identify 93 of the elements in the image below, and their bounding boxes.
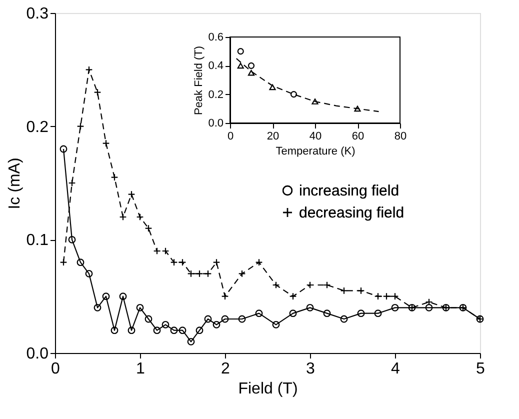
point: [354, 106, 361, 112]
point: [68, 179, 76, 187]
point: [238, 270, 246, 278]
point: [221, 292, 229, 300]
x-axis-title: Temperature (K): [276, 146, 356, 158]
point: [60, 258, 68, 266]
point: [136, 304, 144, 312]
point: [144, 224, 152, 232]
point: [425, 304, 433, 312]
x-tick-label: 60: [352, 130, 364, 142]
legend-label: decreasing field: [299, 204, 404, 222]
point: [248, 70, 255, 76]
y-tick-label: 0.6: [208, 32, 224, 44]
point: [110, 326, 118, 334]
point: [76, 122, 84, 130]
point: [312, 98, 318, 104]
x-tick-label: 2: [221, 360, 230, 378]
point: [272, 320, 280, 328]
point: [290, 91, 298, 98]
y-tick-label: 0.1: [26, 232, 49, 250]
y-tick-label: 0.2: [208, 88, 224, 101]
point: [391, 304, 399, 312]
point: [110, 174, 118, 182]
point: [204, 270, 212, 278]
point: [119, 292, 127, 300]
point: [85, 270, 93, 278]
point: [237, 62, 244, 69]
point: [357, 286, 365, 294]
point: [306, 304, 314, 312]
point: [269, 84, 276, 90]
x-tick-label: 1: [136, 360, 146, 378]
y-tick-label: 0.3: [26, 6, 49, 22]
point: [187, 270, 195, 278]
point: [212, 320, 220, 328]
point: [238, 315, 246, 323]
point: [187, 338, 195, 346]
point: [68, 236, 76, 244]
point: [94, 88, 102, 96]
point: [289, 292, 297, 300]
x-tick-label: 4: [391, 360, 400, 378]
point: [94, 304, 102, 312]
line-series: [236, 58, 380, 112]
x-tick-label: 0: [227, 130, 234, 142]
y-tick-label: 0.0: [208, 118, 224, 130]
x-tick-label: 80: [394, 130, 407, 142]
point: [374, 310, 382, 318]
point: [178, 258, 186, 266]
y-axis-title: Peak Field (T): [193, 46, 206, 116]
y-tick-label: 0.0: [26, 346, 49, 362]
point: [204, 315, 212, 323]
point: [391, 292, 399, 300]
x-tick-label: 5: [476, 360, 486, 378]
point: [85, 66, 93, 74]
point: [323, 281, 331, 289]
point: [144, 315, 152, 323]
point: [221, 315, 229, 323]
point: [178, 326, 186, 334]
point: [196, 326, 204, 334]
point: [357, 310, 365, 318]
y-tick-label: 0.2: [26, 118, 49, 136]
point: [153, 326, 161, 334]
point: [289, 310, 297, 318]
point: [102, 140, 110, 148]
y-tick-label: 0.4: [208, 60, 224, 72]
point: [255, 258, 263, 266]
point: [425, 298, 433, 306]
point: [102, 292, 110, 300]
point: [60, 145, 68, 153]
point: [382, 292, 390, 300]
point: [76, 258, 84, 266]
point: [162, 320, 170, 328]
point: [272, 281, 280, 289]
x-tick-label: 40: [309, 130, 322, 142]
point: [170, 326, 178, 334]
point: [255, 310, 263, 318]
point: [196, 270, 204, 278]
point: [323, 310, 331, 318]
x-tick-label: 0: [51, 360, 60, 378]
x-axis-title: Field (T): [238, 380, 298, 398]
y-axis-title: Ic (mA): [6, 158, 24, 210]
point: [248, 62, 255, 69]
point: [374, 292, 382, 300]
point: [340, 286, 348, 294]
point: [128, 190, 136, 198]
point: [212, 258, 220, 266]
x-tick-label: 20: [266, 130, 280, 142]
point: [170, 258, 178, 266]
x-tick-label: 3: [306, 360, 316, 378]
point: [162, 247, 170, 255]
legend-label: increasing field: [299, 182, 400, 200]
point: [340, 315, 348, 323]
point: [128, 326, 136, 334]
point: [237, 48, 244, 55]
